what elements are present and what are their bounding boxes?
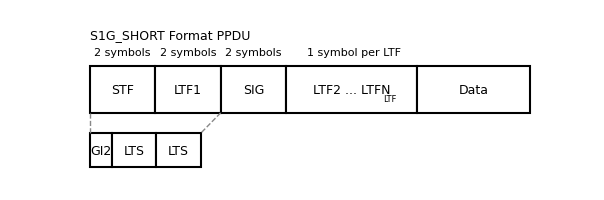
Bar [417,67,530,113]
Text: LTS: LTS [169,144,189,157]
Text: SIG: SIG [243,84,264,97]
Text: LTF: LTF [384,94,397,103]
Text: 2 symbols: 2 symbols [159,48,216,58]
Text: LTS: LTS [124,144,145,157]
Bar [112,133,156,167]
Text: S1G_SHORT Format PPDU: S1G_SHORT Format PPDU [89,29,250,42]
Text: 1 symbol per LTF: 1 symbol per LTF [307,48,401,58]
Text: 2 symbols: 2 symbols [225,48,281,58]
Text: Data: Data [458,84,489,97]
Text: 2 symbols: 2 symbols [94,48,150,58]
Bar [156,133,201,167]
Bar [155,67,220,113]
Bar [220,67,286,113]
Text: LTF2 ... LTFN: LTF2 ... LTFN [313,84,390,97]
Text: LTF1: LTF1 [174,84,202,97]
Bar [89,133,112,167]
Bar [286,67,417,113]
Bar [89,67,155,113]
Text: GI2: GI2 [90,144,111,157]
Text: STF: STF [111,84,133,97]
